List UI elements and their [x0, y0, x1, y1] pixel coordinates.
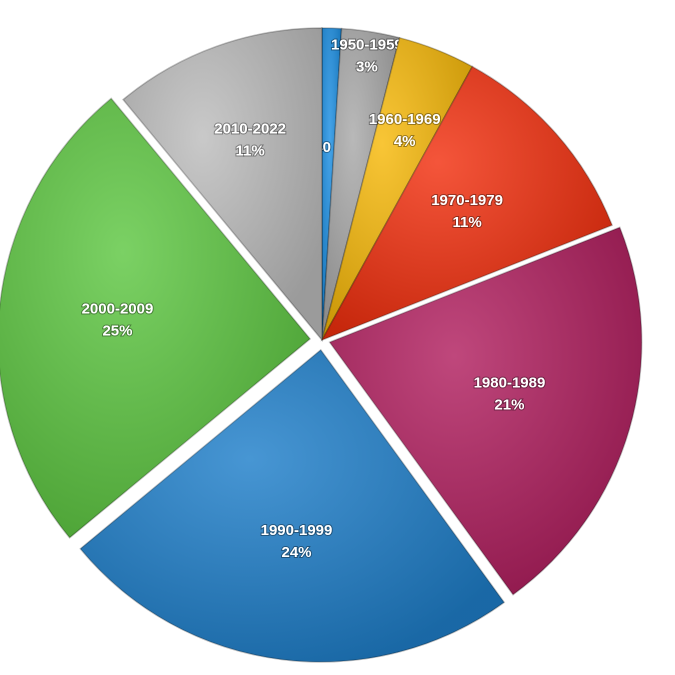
slice-group: 2000-2009 25% — [0, 97, 312, 539]
slice-group: 1950-1959 3% — [321, 27, 404, 341]
slice-value-label: 25% — [102, 323, 132, 340]
slice-value-label: 4% — [394, 133, 416, 150]
slice-shade — [0, 98, 311, 538]
slice-value-label: 3% — [356, 58, 378, 75]
slice-group: 1980-1989 21% — [328, 226, 643, 596]
slice-value-label: 11% — [236, 142, 265, 159]
slice-shade — [322, 66, 613, 340]
slice-group: 1970-1979 11% — [320, 65, 614, 342]
slice-shade — [322, 28, 342, 340]
slice-shade — [322, 28, 400, 340]
slice-shade — [329, 227, 642, 595]
slice-value-label: 24% — [281, 544, 311, 561]
slice-category-label: 1970-1979 — [431, 192, 503, 209]
slice-value-label: 21% — [494, 396, 524, 413]
slice-category-label: 1950-1959 — [331, 36, 403, 53]
slice-shade — [80, 349, 505, 662]
slice-category-label: 2010-2022 — [214, 120, 286, 137]
slice-shade — [322, 37, 473, 340]
slice-category-label: 1980-1989 — [474, 374, 546, 391]
slice-group: 1960-1969 4% — [321, 36, 474, 341]
slice-group: 1990-1999 24% — [79, 348, 506, 663]
slice-category-label: 1960-1969 — [369, 111, 441, 128]
slice-category-label: 1990-1999 — [261, 522, 333, 539]
slice-category-label: 2000-2009 — [82, 301, 154, 318]
slice-value-label: 11% — [452, 214, 481, 231]
slice-group: 2010-2022 11% — [122, 27, 323, 343]
slice-shade — [123, 28, 322, 340]
